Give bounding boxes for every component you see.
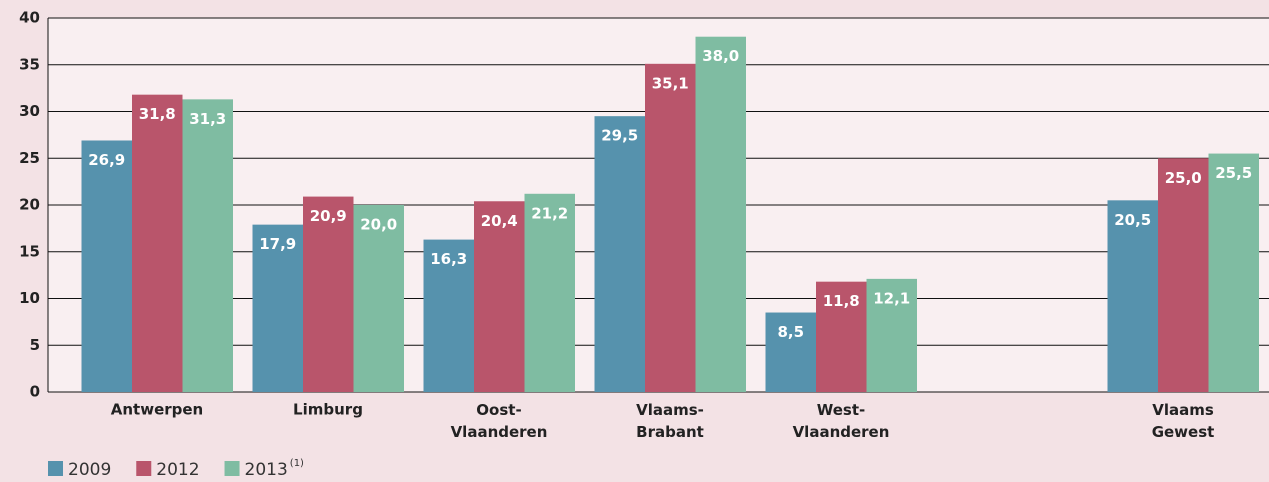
value-label: 25,5: [1215, 164, 1252, 182]
legend-swatch: [48, 461, 63, 476]
y-tick-label: 20: [19, 196, 40, 214]
bar: [594, 116, 645, 393]
value-label: 20,5: [1114, 211, 1151, 229]
x-tick-label: Oost-Vlaanderen: [451, 401, 548, 441]
value-label: 11,8: [823, 292, 860, 310]
bar: [816, 281, 867, 392]
bar: [645, 63, 696, 392]
value-label: 12,1: [873, 289, 910, 307]
x-tick-label: Vlaams Gewest: [1152, 401, 1215, 441]
y-tick-label: 30: [19, 102, 40, 120]
y-tick-label: 35: [19, 55, 40, 73]
y-tick-label: 15: [19, 242, 40, 260]
value-label: 20,9: [310, 207, 347, 225]
bar: [695, 36, 746, 392]
bar: [81, 140, 132, 392]
legend-label: 2013: [245, 460, 288, 480]
bar: [765, 312, 816, 392]
value-label: 20,4: [481, 212, 518, 230]
y-tick-label: 40: [19, 9, 40, 27]
bar: [1107, 200, 1158, 392]
x-tick-label: Antwerpen: [111, 401, 203, 419]
bar: [182, 99, 233, 392]
legend-label: 2009: [68, 460, 111, 480]
bar: [474, 201, 525, 392]
y-tick-label: 25: [19, 149, 40, 167]
legend-swatch: [136, 461, 152, 476]
bar: [1158, 158, 1209, 392]
legend-note: (1): [290, 458, 304, 469]
value-label: 35,1: [652, 74, 689, 92]
bar: [353, 205, 404, 392]
legend-label: 2012: [156, 460, 199, 480]
value-label: 25,0: [1165, 169, 1202, 187]
bar: [132, 94, 183, 393]
bar: [524, 193, 575, 392]
value-label: 17,9: [259, 235, 296, 253]
value-label: 29,5: [601, 127, 638, 145]
bar: [423, 239, 474, 392]
value-label: 20,0: [360, 216, 397, 234]
bar: [303, 196, 354, 392]
y-tick-label: 0: [30, 383, 40, 401]
x-tick-label: Vlaams-Brabant: [636, 401, 704, 441]
y-tick-label: 5: [30, 336, 40, 354]
value-label: 31,3: [189, 110, 226, 128]
value-label: 8,5: [777, 323, 804, 341]
value-label: 16,3: [430, 250, 467, 268]
x-tick-label: Limburg: [293, 401, 363, 419]
legend-swatch: [224, 461, 240, 476]
bar: [252, 224, 303, 392]
value-label: 31,8: [139, 105, 176, 123]
bar: [866, 278, 917, 392]
value-label: 21,2: [531, 204, 568, 222]
value-label: 38,0: [702, 47, 739, 65]
x-tick-label: West-Vlaanderen: [793, 401, 890, 441]
bar: [1208, 153, 1259, 392]
value-label: 26,9: [88, 151, 125, 169]
y-tick-label: 10: [19, 289, 40, 307]
